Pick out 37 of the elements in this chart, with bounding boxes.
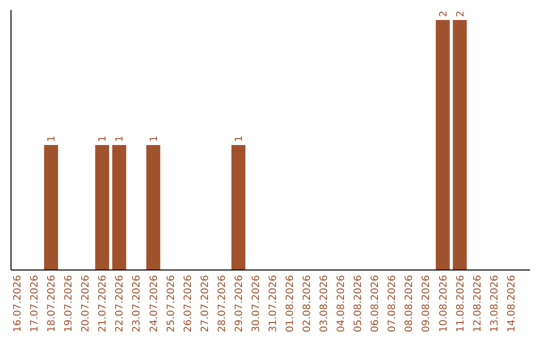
x-tick-label: 26.07.2026 xyxy=(182,275,194,332)
x-tick-label: 17.07.2026 xyxy=(30,275,41,332)
x-tick-label: 31.07.2026 xyxy=(268,275,279,332)
data-label: 2 xyxy=(455,10,466,17)
x-tick-label: 09.08.2026 xyxy=(421,275,432,332)
data-label: 1 xyxy=(234,136,245,142)
x-tick-label: 20.07.2026 xyxy=(80,275,92,332)
x-tick-label: 06.08.2026 xyxy=(370,275,382,332)
x-tick-label: 14.08.2026 xyxy=(506,275,518,332)
x-tick-label: 02.08.2026 xyxy=(302,275,314,332)
data-label: 1 xyxy=(46,136,58,142)
data-label: 1 xyxy=(98,136,109,142)
data-label: 1 xyxy=(114,136,126,142)
x-tick-label: 19.07.2026 xyxy=(64,275,75,332)
x-tick-label: 24.07.2026 xyxy=(148,275,160,332)
x-tick-label: 03.08.2026 xyxy=(319,275,330,332)
x-tick-label: 25.07.2026 xyxy=(166,275,177,332)
data-label: 2 xyxy=(438,10,450,17)
x-tick-label: 13.08.2026 xyxy=(489,275,500,332)
x-tick-label: 11.08.2026 xyxy=(455,275,466,332)
data-label: 1 xyxy=(148,136,160,142)
x-tick-label: 12.08.2026 xyxy=(472,275,484,332)
x-tick-label: 23.07.2026 xyxy=(132,275,143,332)
x-tick-label: 28.07.2026 xyxy=(216,275,228,332)
x-tick-label: 22.07.2026 xyxy=(114,275,126,332)
x-tick-label: 30.07.2026 xyxy=(250,275,262,332)
x-tick-label: 04.08.2026 xyxy=(336,275,348,332)
x-tick-label: 16.07.2026 xyxy=(12,275,24,332)
x-tick-label: 10.08.2026 xyxy=(438,275,450,332)
x-tick-label: 29.07.2026 xyxy=(234,275,245,332)
x-tick-label: 18.07.2026 xyxy=(46,275,58,332)
x-tick-label: 21.07.2026 xyxy=(98,275,109,332)
x-tick-label: 08.08.2026 xyxy=(404,275,416,332)
x-tick-label: 01.08.2026 xyxy=(284,275,296,332)
x-tick-label: 07.08.2026 xyxy=(387,275,398,332)
x-tick-label: 27.07.2026 xyxy=(200,275,211,332)
x-tick-label: 05.08.2026 xyxy=(353,275,364,332)
